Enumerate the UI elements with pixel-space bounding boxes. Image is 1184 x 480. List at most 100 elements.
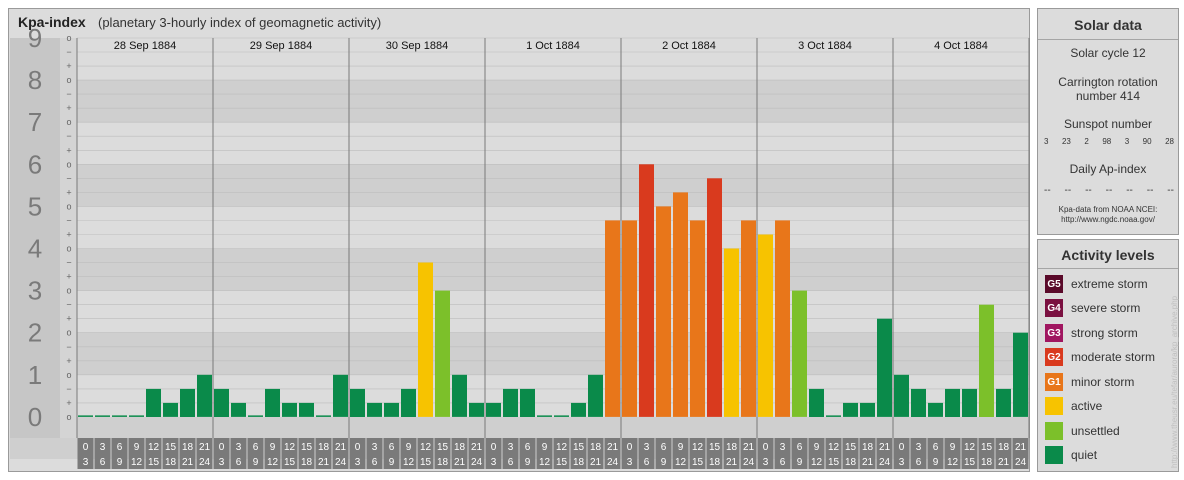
g4-badge: G4	[1045, 299, 1063, 317]
legend-label: active	[1071, 399, 1103, 413]
minor-tick-label: +	[66, 61, 71, 71]
hour-end-label: 12	[267, 457, 279, 468]
sunspot-value: 2	[1084, 137, 1089, 146]
hour-start-label: 3	[916, 442, 922, 453]
hour-start-label: 3	[236, 442, 242, 453]
minor-tick-label: o	[66, 370, 71, 380]
kp-bar	[112, 415, 127, 417]
hour-start-label: 3	[644, 442, 650, 453]
kp-bar	[724, 248, 739, 417]
legend-item-active: active	[1045, 397, 1102, 415]
hour-start-label: 3	[372, 442, 378, 453]
minor-tick-label: o	[66, 244, 71, 254]
hour-cell	[298, 438, 315, 469]
kp-bar	[503, 388, 518, 417]
hour-cell	[706, 438, 723, 469]
hour-cell	[485, 438, 502, 469]
kp-bar	[860, 402, 875, 417]
minor-tick-label: o	[66, 412, 71, 422]
hour-end-label: 18	[437, 457, 449, 468]
hour-cell	[774, 438, 791, 469]
hour-start-label: 9	[678, 442, 684, 453]
hour-cell	[995, 438, 1012, 469]
hour-start-label: 0	[899, 442, 905, 453]
minor-tick-column	[60, 38, 77, 438]
hour-cell	[893, 438, 910, 469]
hour-cell	[553, 438, 570, 469]
kp-bar	[265, 388, 280, 417]
activity-title-divider	[1038, 268, 1178, 269]
minor-tick-label: −	[66, 342, 71, 352]
hour-start-label: 12	[420, 442, 432, 453]
hour-end-label: 6	[780, 457, 786, 468]
hour-cell	[740, 438, 757, 469]
hour-end-label: 9	[933, 457, 939, 468]
kp-bar	[1013, 332, 1028, 417]
hour-start-label: 6	[117, 442, 123, 453]
y-tick-label: 5	[28, 191, 42, 221]
hour-end-label: 24	[879, 457, 891, 468]
minor-tick-label: +	[66, 230, 71, 240]
hour-cell	[672, 438, 689, 469]
minor-tick-label: +	[66, 145, 71, 155]
kp-bar	[333, 374, 348, 417]
kp-bar	[78, 415, 93, 417]
hour-start-label: 21	[1015, 442, 1027, 453]
hour-cell	[349, 438, 366, 469]
hour-end-label: 24	[1015, 457, 1027, 468]
minor-tick-label: o	[66, 33, 71, 43]
minor-tick-label: −	[66, 216, 71, 226]
hour-cell	[451, 438, 468, 469]
legend-item-unsettled: unsettled	[1045, 422, 1120, 440]
hour-cell	[213, 438, 230, 469]
kp-bar	[707, 178, 722, 417]
hour-end-label: 3	[627, 457, 633, 468]
hour-end-label: 24	[743, 457, 755, 468]
hour-cell	[536, 438, 553, 469]
hour-end-label: 6	[372, 457, 378, 468]
hour-cell	[825, 438, 842, 469]
kp-bar	[384, 402, 399, 417]
hour-start-label: 12	[828, 442, 840, 453]
g3-badge: G3	[1045, 324, 1063, 342]
hour-end-label: 24	[199, 457, 211, 468]
hour-end-label: 12	[131, 457, 143, 468]
hour-start-label: 21	[743, 442, 755, 453]
minor-tick-label: o	[66, 201, 71, 211]
hour-cell	[162, 438, 179, 469]
legend-label: severe storm	[1071, 301, 1141, 315]
y-tick-label: 2	[28, 318, 42, 348]
kp-bar	[95, 415, 110, 417]
hour-start-label: 0	[83, 442, 89, 453]
kpa-band	[10, 332, 1029, 375]
data-source-link[interactable]: http://www.ngdc.noaa.gov/	[1061, 215, 1155, 224]
g1-badge: G1	[1045, 373, 1063, 391]
kp-bar	[129, 415, 144, 417]
kpa-band	[10, 122, 1029, 165]
hour-cell	[587, 438, 604, 469]
hour-start-label: 12	[284, 442, 296, 453]
kp-bar	[452, 374, 467, 417]
hour-cell	[468, 438, 485, 469]
chart-title: Kpa-index	[18, 14, 86, 30]
kp-bar	[299, 402, 314, 417]
day-label: 3 Oct 1884	[798, 40, 852, 52]
hour-cell	[366, 438, 383, 469]
kpa-band	[10, 374, 1029, 417]
kp-bar	[316, 415, 331, 417]
y-tick-label: 7	[28, 107, 42, 137]
kp-bar	[690, 220, 705, 417]
hour-cell	[638, 438, 655, 469]
legend-label: quiet	[1071, 448, 1098, 462]
hour-start-label: 3	[508, 442, 514, 453]
carrington-rotation-line2: number 414	[1075, 89, 1141, 103]
hour-end-label: 15	[828, 457, 840, 468]
legend-item-quiet: quiet	[1045, 446, 1097, 464]
kp-bar	[928, 402, 943, 417]
hour-start-label: 21	[607, 442, 619, 453]
hour-cell	[230, 438, 247, 469]
hour-start-label: 0	[627, 442, 633, 453]
minor-tick-label: +	[66, 398, 71, 408]
hour-end-label: 6	[508, 457, 514, 468]
solar-cycle: Solar cycle 12	[1070, 46, 1146, 60]
